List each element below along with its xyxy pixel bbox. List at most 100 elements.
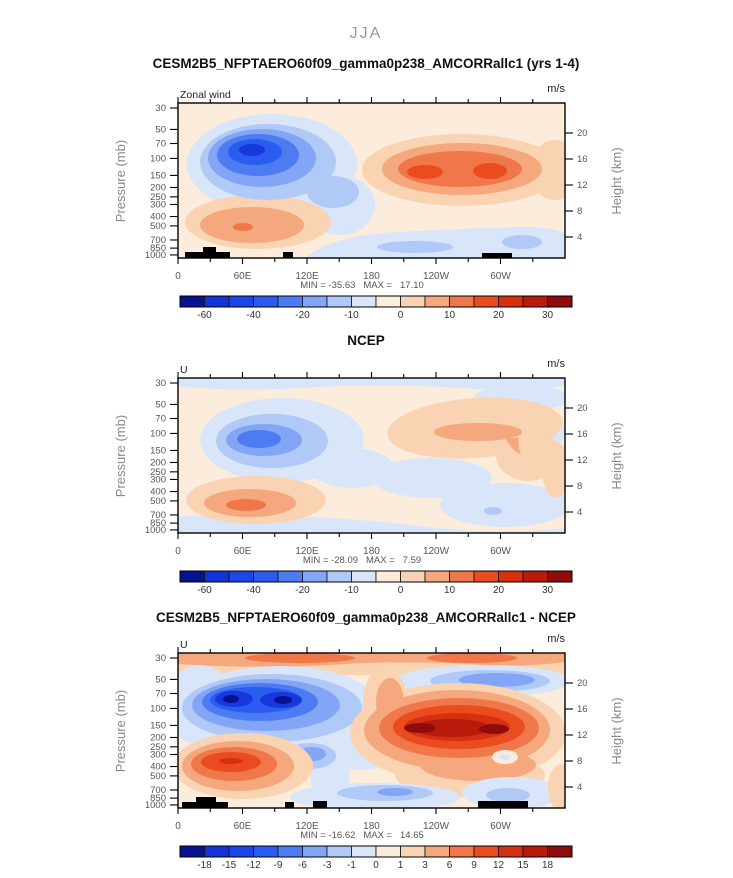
pressure-tick-label: 200 <box>150 457 166 468</box>
pressure-tick-label: 30 <box>155 378 166 389</box>
panel-1-minmax: MIN = -35.63 MAX = 17.10 <box>300 280 424 291</box>
contour-shape <box>226 499 266 511</box>
colorbar-segment <box>449 570 475 583</box>
panel-1-pressure-axis-label: Pressure (mb) <box>113 140 128 222</box>
colorbar-tick-label: -20 <box>295 310 310 321</box>
contour-shape <box>307 176 359 208</box>
colorbar-segment <box>375 295 401 308</box>
colorbar-segment <box>253 570 279 583</box>
colorbar-tick-label: -6 <box>298 860 307 871</box>
pressure-tick-label: 700 <box>150 235 166 246</box>
pressure-tick-label: 500 <box>150 771 166 782</box>
panel-1-colorbar: -60 -40 -20 -10 0 10 20 30 <box>179 295 573 321</box>
pressure-tick-label: 1000 <box>145 800 166 811</box>
colorbar-outline <box>179 845 573 858</box>
pressure-tick-label: 150 <box>150 720 166 731</box>
colorbar-segment <box>547 845 573 858</box>
pressure-tick-label: 150 <box>150 170 166 181</box>
colorbar-segment <box>473 845 499 858</box>
colorbar-tick-label: 0 <box>398 310 404 321</box>
colorbar-segment <box>473 570 499 583</box>
colorbar-tick-label: 1 <box>398 860 404 871</box>
colorbar-tick-label: 20 <box>493 585 505 596</box>
colorbar-segment <box>424 295 450 308</box>
contour-shape <box>427 653 517 663</box>
colorbar-segment <box>326 295 352 308</box>
colorbar-segment <box>400 570 426 583</box>
lon-tick-label: 60E <box>234 546 252 557</box>
contour-shape <box>203 247 216 252</box>
height-tick-label: 4 <box>577 232 582 243</box>
colorbar-tick-label: -12 <box>246 860 261 871</box>
colorbar-tick-label: 30 <box>542 310 554 321</box>
pressure-tick-label: 1000 <box>145 525 166 536</box>
panel-3-field-label: U <box>180 639 188 651</box>
contour-shape <box>414 719 490 737</box>
colorbar-segment <box>228 295 254 308</box>
contour-shape <box>285 802 294 808</box>
lon-tick-label: 60E <box>234 271 252 282</box>
panel-3-units-label: m/s <box>547 633 565 645</box>
colorbar-segment <box>204 845 230 858</box>
contour-shape <box>182 802 228 808</box>
panel-1-contour-field <box>178 103 565 258</box>
height-tick-label: 4 <box>577 507 582 518</box>
lon-tick-label: 120E <box>295 271 319 282</box>
panel-2-height-axis-label: Height (km) <box>609 422 624 489</box>
height-tick-label: 4 <box>577 782 582 793</box>
pressure-tick-label: 150 <box>150 445 166 456</box>
pressure-tick-label: 50 <box>155 399 166 410</box>
lon-tick-label: 180 <box>363 271 380 282</box>
contour-shape <box>478 801 528 808</box>
colorbar-tick-label: 3 <box>422 860 428 871</box>
panel-3-title: CESM2B5_NFPTAERO60f09_gamma0p238_AMCORRa… <box>156 610 576 625</box>
panel-3-difference: CESM2B5_NFPTAERO60f09_gamma0p238_AMCORRa… <box>113 610 624 871</box>
panel-1-model: CESM2B5_NFPTAERO60f09_gamma0p238_AMCORRa… <box>113 56 624 321</box>
colorbar-segment <box>400 845 426 858</box>
colorbar-tick-label: 30 <box>542 585 554 596</box>
pressure-tick-label: 850 <box>150 243 166 254</box>
colorbar-tick-label: -15 <box>222 860 237 871</box>
colorbar-tick-label: 10 <box>444 585 456 596</box>
lon-tick-label: 120E <box>295 821 319 832</box>
colorbar-tick-label: 18 <box>542 860 554 871</box>
colorbar-tick-label: 15 <box>517 860 529 871</box>
colorbar-tick-label: -10 <box>344 585 359 596</box>
pressure-tick-label: 500 <box>150 496 166 507</box>
contour-shape <box>530 140 565 200</box>
height-tick-label: 12 <box>577 180 588 191</box>
height-tick-label: 20 <box>577 128 588 139</box>
colorbar-segment <box>547 295 573 308</box>
height-tick-label: 16 <box>577 429 588 440</box>
contour-shape <box>407 165 443 179</box>
lon-tick-label: 60W <box>490 546 511 557</box>
pressure-tick-label: 50 <box>155 674 166 685</box>
pressure-tick-label: 400 <box>150 762 166 773</box>
contour-shape <box>237 430 281 448</box>
pressure-tick-label: 300 <box>150 749 166 760</box>
colorbar-tick-label: -18 <box>197 860 212 871</box>
panel-1-field-label: Zonal wind <box>180 89 231 101</box>
panel-2-field-label: U <box>180 364 188 376</box>
colorbar-segment <box>498 570 524 583</box>
contour-shape <box>274 696 292 704</box>
pressure-tick-label: 200 <box>150 732 166 743</box>
colorbar-segment <box>498 295 524 308</box>
contour-shape <box>313 801 327 808</box>
height-tick-label: 12 <box>577 455 588 466</box>
pressure-tick-label: 30 <box>155 653 166 664</box>
lon-tick-label: 180 <box>363 821 380 832</box>
panel-1-units-label: m/s <box>547 83 565 95</box>
height-tick-label: 16 <box>577 704 588 715</box>
colorbar-segment <box>400 295 426 308</box>
colorbar-segment <box>326 570 352 583</box>
colorbar-segment <box>277 295 303 308</box>
colorbar-tick-label: -20 <box>295 585 310 596</box>
colorbar-segment <box>375 570 401 583</box>
pressure-tick-label: 700 <box>150 785 166 796</box>
colorbar-segment <box>302 845 328 858</box>
pressure-tick-label: 100 <box>150 153 166 164</box>
lon-tick-label: 60W <box>490 271 511 282</box>
panel-2-colorbar: -60 -40 -20 -10 0 10 20 30 <box>179 570 573 596</box>
